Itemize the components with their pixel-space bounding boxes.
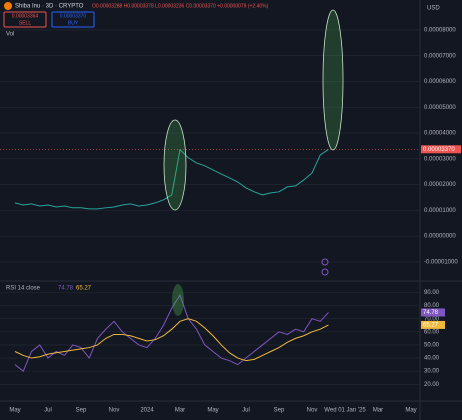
ohlc: O0.00003288 H0.00003378 L0.00003236 C0.0… (92, 3, 269, 9)
price-badge (421, 145, 461, 154)
symbol: Shiba Inu · 3D · CRYPTO (15, 4, 84, 10)
series-line (14, 148, 329, 210)
y-tick-label: 50.00 (424, 343, 440, 349)
x-tick-label: Jul (44, 408, 52, 414)
y-tick-label: 0.00001000 (424, 208, 456, 214)
x-tick-label: Mar (175, 408, 185, 414)
y-tick-label: 90.00 (424, 290, 440, 296)
x-tick-label: May (9, 408, 20, 414)
currency: USD (427, 6, 440, 12)
y-tick-label: 0.00004000 (424, 131, 456, 137)
y-tick-label: 0.00000000 (424, 234, 456, 240)
y-tick-label: -0.00001000 (424, 260, 458, 266)
last-value-badge (421, 320, 445, 329)
y-tick-label: 60.00 (424, 329, 440, 335)
series-line (14, 318, 329, 362)
y-tick-label: 20.00 (424, 382, 440, 388)
x-tick-label: Nov (307, 408, 318, 414)
y-tick-label: 40.00 (424, 356, 440, 362)
marker (321, 258, 329, 266)
sell-button[interactable] (3, 11, 47, 28)
sell-price: 0.00003364 (12, 13, 39, 19)
x-tick-label: Wed 01 Jan '25 (324, 408, 366, 414)
y-tick-label: 70.00 (424, 316, 440, 322)
x-tick-label: Sep (274, 408, 285, 414)
sell-label: SELL (19, 20, 31, 26)
y-tick-label: 80.00 (424, 303, 440, 309)
rsi-title: RSI 14 close (6, 286, 41, 292)
last-value-label: 74.78 (423, 310, 439, 316)
buy-button[interactable] (51, 11, 95, 28)
y-tick-label: 0.00007000 (424, 53, 456, 59)
rsi-highlight (172, 284, 184, 316)
plot: 0.00008000 0.00007000 0.00006000 0.00005000… (0, 27, 461, 414)
y-tick-label: 0.00006000 (424, 79, 456, 85)
rsi-ma-value: 65.27 (76, 286, 92, 292)
projection-ellipse (322, 9, 344, 151)
x-tick-label: Jul (242, 408, 250, 414)
symbol-icon (4, 2, 12, 10)
volume-label: Vol (6, 32, 14, 38)
x-tick-label: Sep (76, 408, 87, 414)
x-tick-label: 2024 (140, 408, 154, 414)
y-tick-label: 0.00008000 (424, 27, 456, 33)
last-value-label: 65.27 (423, 322, 439, 328)
last-value-badge (421, 308, 445, 317)
marker (321, 268, 329, 276)
y-tick-label: 30.00 (424, 369, 440, 375)
x-tick-label: May (207, 408, 218, 414)
y-tick-label: 0.00003000 (424, 156, 456, 162)
rsi-value: 74.78 (58, 286, 74, 292)
projection-ellipse (163, 119, 187, 211)
y-tick-label: 0.00005000 (424, 105, 456, 111)
y-tick-label: 0.00002000 (424, 182, 456, 188)
buy-label: BUY (68, 20, 79, 26)
price-badge-label: 0.00003370 (423, 147, 455, 153)
series-line (14, 293, 329, 372)
buy-price: 0.00003370 (60, 13, 87, 19)
x-tick-label: May (405, 408, 416, 414)
x-tick-label: Mar (373, 408, 383, 414)
x-tick-label: Nov (109, 408, 120, 414)
